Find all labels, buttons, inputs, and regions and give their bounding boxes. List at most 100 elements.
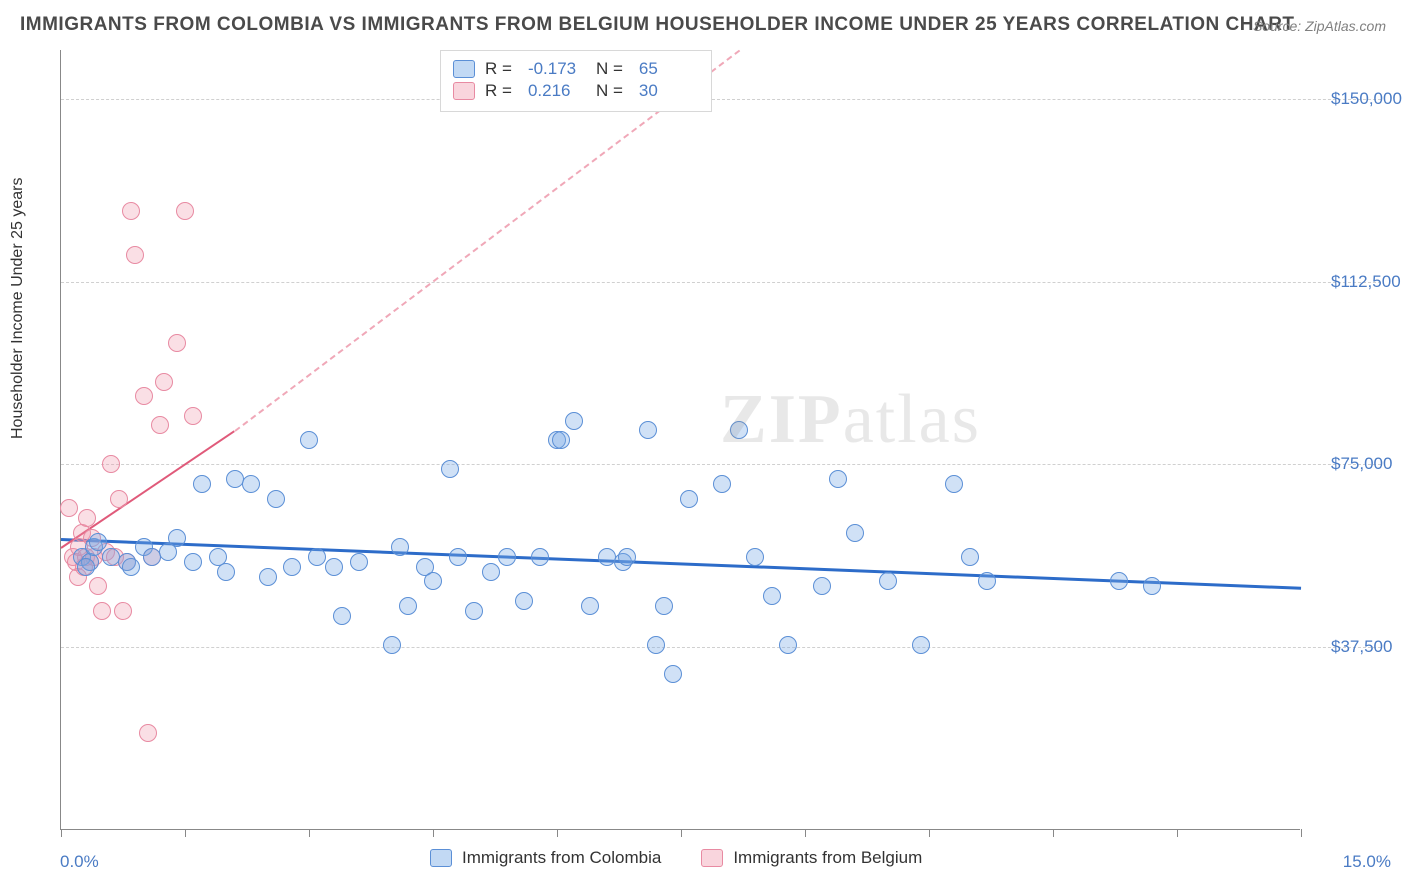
plot-region: $37,500$75,000$112,500$150,000	[60, 50, 1300, 830]
data-point	[424, 572, 442, 590]
y-axis-title: Householder Income Under 25 years	[9, 178, 27, 439]
x-axis-max-label: 15.0%	[1343, 852, 1391, 872]
data-point	[945, 475, 963, 493]
legend-swatch	[430, 849, 452, 867]
data-point	[961, 548, 979, 566]
data-point	[283, 558, 301, 576]
data-point	[217, 563, 235, 581]
legend-label: Immigrants from Belgium	[733, 848, 922, 868]
data-point	[383, 636, 401, 654]
data-point	[531, 548, 549, 566]
legend-item: Immigrants from Belgium	[701, 848, 922, 868]
x-tick	[1177, 829, 1178, 837]
data-point	[122, 558, 140, 576]
data-point	[1143, 577, 1161, 595]
data-point	[655, 597, 673, 615]
data-point	[449, 548, 467, 566]
legend-n-value: 65	[639, 59, 697, 79]
legend-r-value: -0.173	[528, 59, 586, 79]
data-point	[465, 602, 483, 620]
legend-item: Immigrants from Colombia	[430, 848, 661, 868]
y-tick-label: $75,000	[1331, 454, 1392, 474]
legend-label: Immigrants from Colombia	[462, 848, 661, 868]
data-point	[122, 202, 140, 220]
chart-title: IMMIGRANTS FROM COLOMBIA VS IMMIGRANTS F…	[20, 14, 1295, 36]
data-point	[259, 568, 277, 586]
data-point	[333, 607, 351, 625]
legend-swatch	[453, 60, 475, 78]
data-point	[184, 407, 202, 425]
y-tick-label: $150,000	[1331, 89, 1402, 109]
x-tick	[929, 829, 930, 837]
correlation-legend: R =-0.173N =65R =0.216N =30	[440, 50, 712, 112]
data-point	[325, 558, 343, 576]
data-point	[779, 636, 797, 654]
data-point	[978, 572, 996, 590]
data-point	[713, 475, 731, 493]
legend-r-label: R =	[485, 81, 512, 101]
data-point	[829, 470, 847, 488]
data-point	[93, 602, 111, 620]
data-point	[598, 548, 616, 566]
data-point	[680, 490, 698, 508]
data-point	[168, 334, 186, 352]
data-point	[184, 553, 202, 571]
data-point	[300, 431, 318, 449]
data-point	[60, 499, 78, 517]
legend-row: R = -0.173 N = 65	[453, 59, 697, 79]
data-point	[581, 597, 599, 615]
legend-swatch	[453, 82, 475, 100]
data-point	[110, 490, 128, 508]
data-point	[846, 524, 864, 542]
data-point	[515, 592, 533, 610]
data-point	[151, 416, 169, 434]
data-point	[135, 387, 153, 405]
data-point	[618, 548, 636, 566]
data-point	[391, 538, 409, 556]
legend-r-label: R =	[485, 59, 512, 79]
data-point	[89, 577, 107, 595]
series-legend: Immigrants from Colombia Immigrants from …	[430, 848, 922, 868]
data-point	[441, 460, 459, 478]
data-point	[1110, 572, 1128, 590]
x-tick	[805, 829, 806, 837]
y-tick-label: $112,500	[1331, 272, 1401, 292]
data-point	[552, 431, 570, 449]
data-point	[77, 558, 95, 576]
data-point	[399, 597, 417, 615]
data-point	[746, 548, 764, 566]
chart-area: $37,500$75,000$112,500$150,000	[60, 50, 1390, 830]
data-point	[226, 470, 244, 488]
legend-n-value: 30	[639, 81, 697, 101]
data-point	[308, 548, 326, 566]
data-point	[176, 202, 194, 220]
data-point	[565, 412, 583, 430]
data-point	[102, 548, 120, 566]
x-tick	[309, 829, 310, 837]
x-tick	[1053, 829, 1054, 837]
data-point	[639, 421, 657, 439]
data-point	[139, 724, 157, 742]
x-tick	[557, 829, 558, 837]
data-point	[143, 548, 161, 566]
y-tick-label: $37,500	[1331, 637, 1392, 657]
gridline	[61, 99, 1381, 100]
data-point	[114, 602, 132, 620]
legend-n-label: N =	[596, 59, 623, 79]
data-point	[879, 572, 897, 590]
data-point	[168, 529, 186, 547]
data-point	[193, 475, 211, 493]
data-point	[155, 373, 173, 391]
x-tick	[185, 829, 186, 837]
data-point	[267, 490, 285, 508]
data-point	[482, 563, 500, 581]
x-axis-min-label: 0.0%	[60, 852, 99, 872]
legend-n-label: N =	[596, 81, 623, 101]
data-point	[242, 475, 260, 493]
data-point	[126, 246, 144, 264]
data-point	[498, 548, 516, 566]
x-tick	[681, 829, 682, 837]
gridline	[61, 282, 1381, 283]
gridline	[61, 647, 1381, 648]
x-tick	[1301, 829, 1302, 837]
